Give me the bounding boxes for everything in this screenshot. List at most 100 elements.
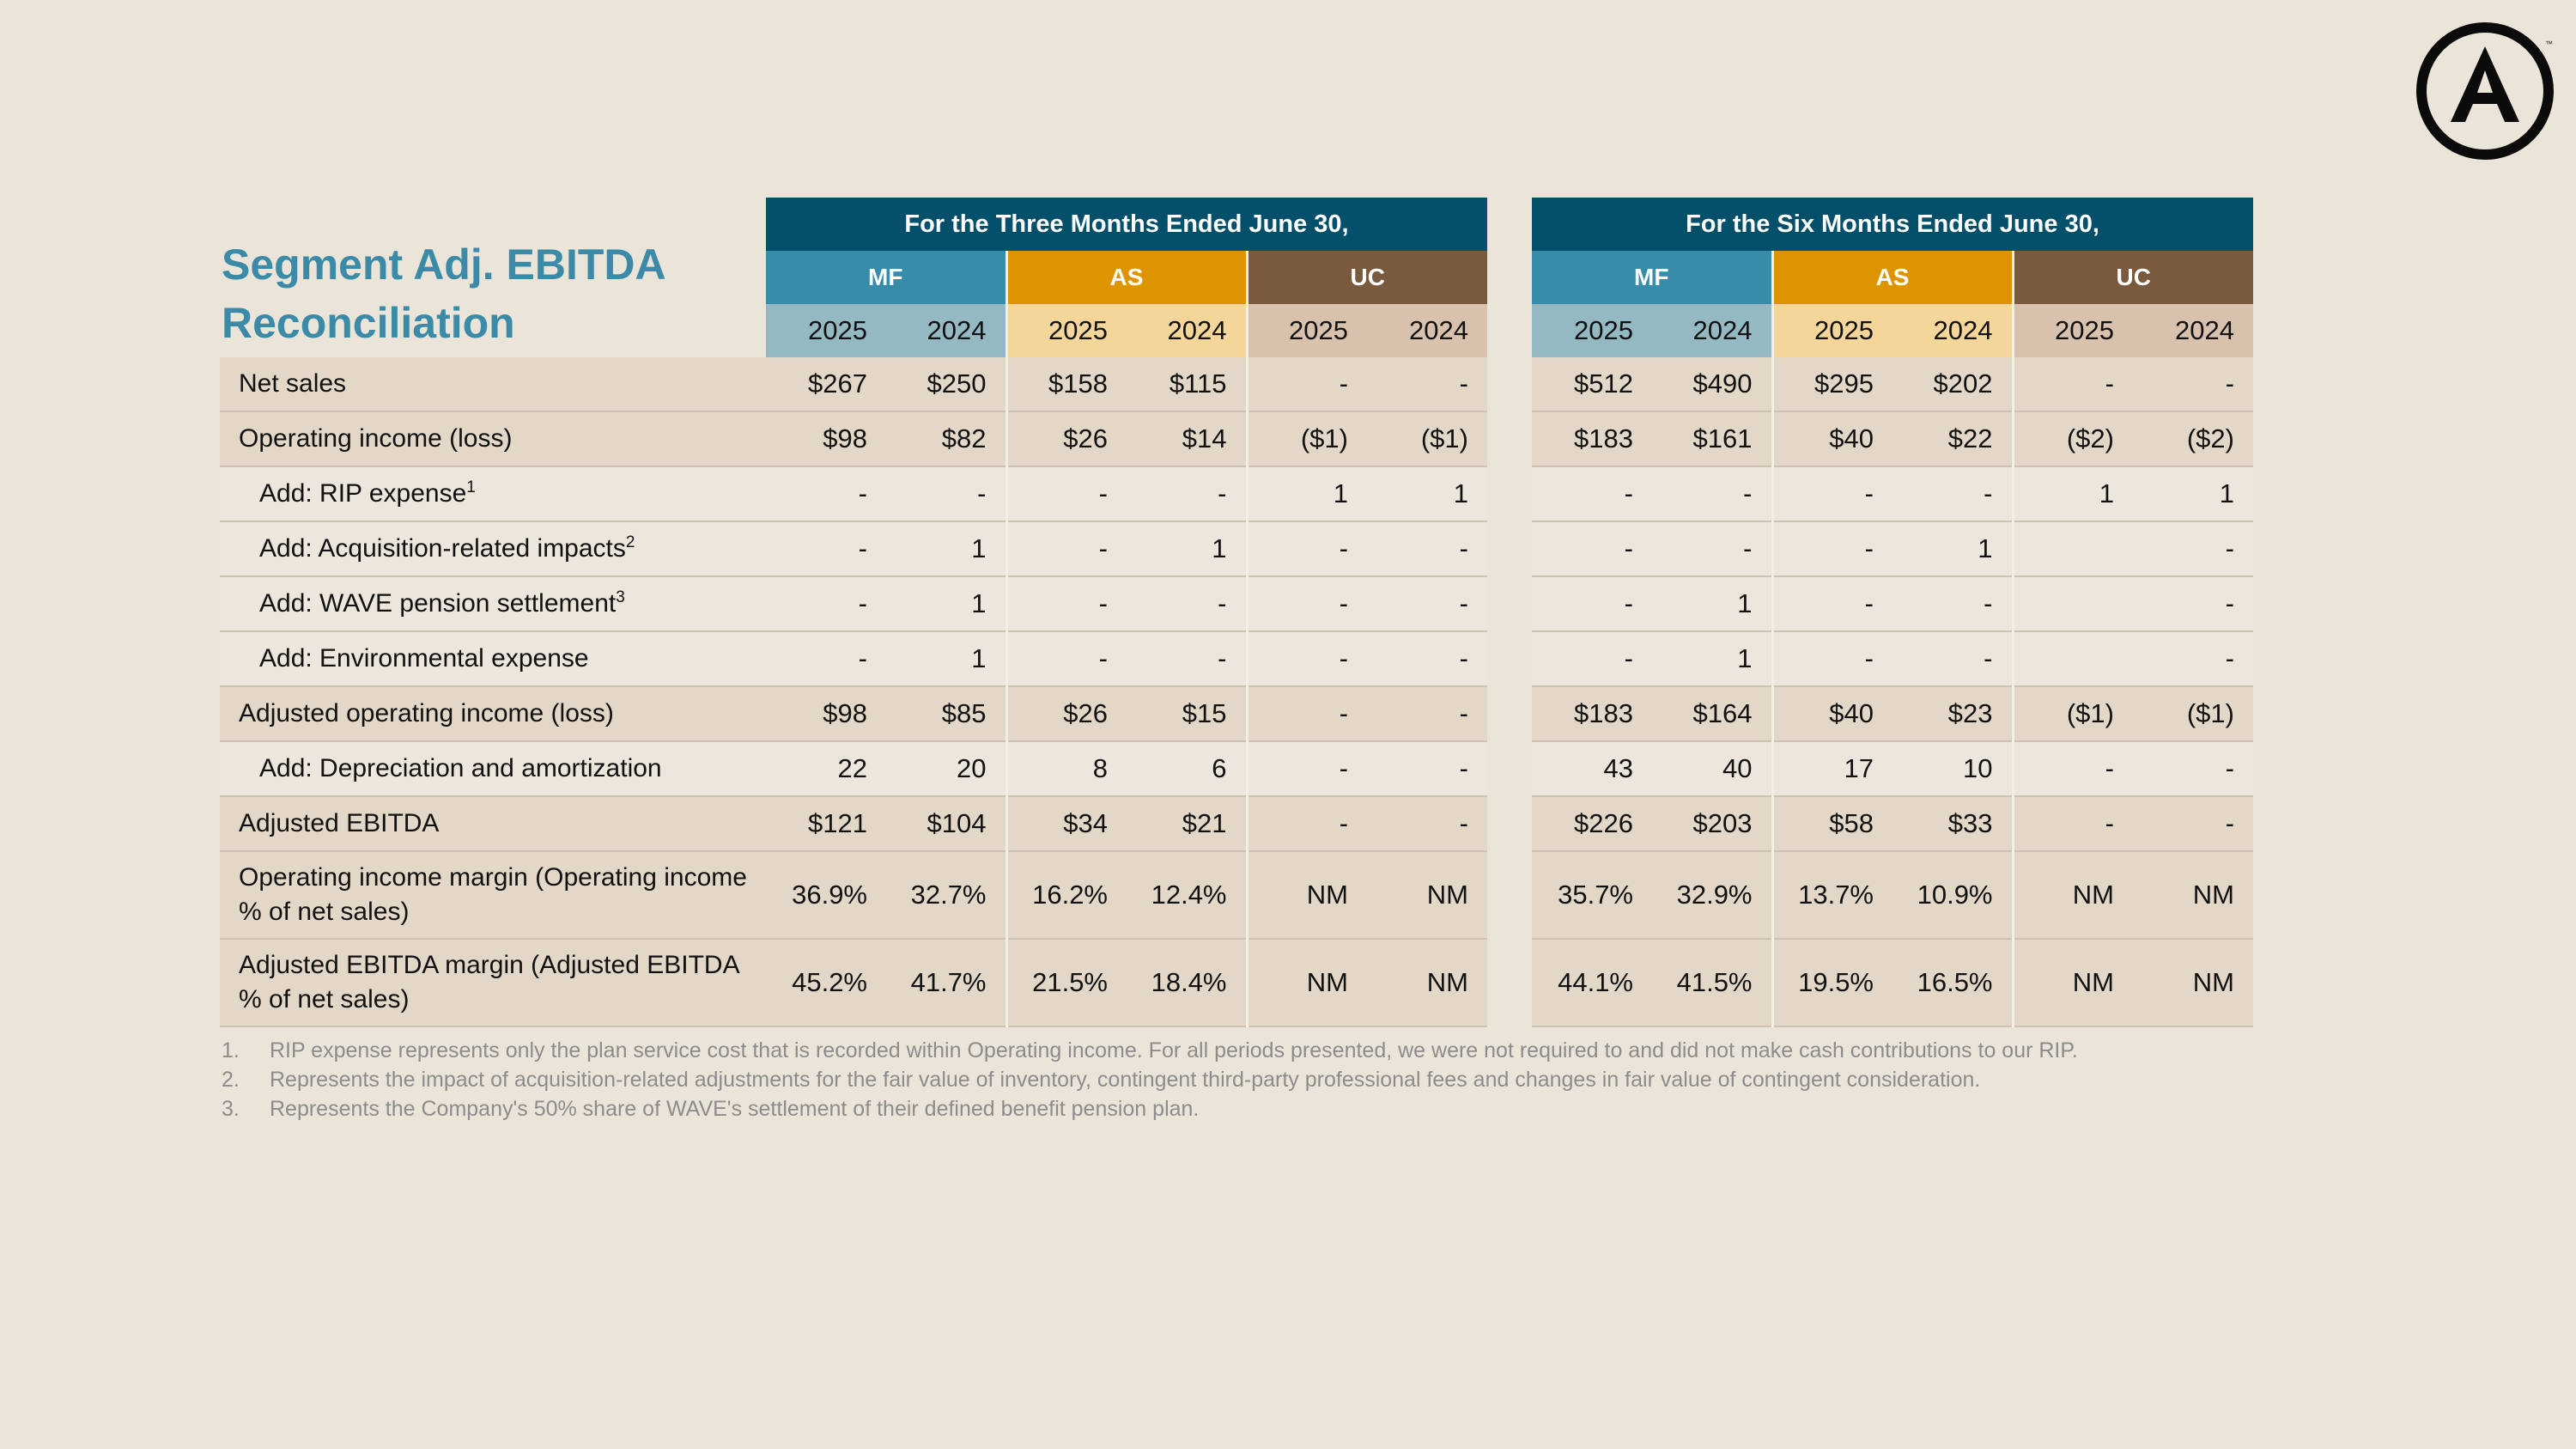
value-cell: ($2) [2133,411,2253,467]
value-cell: $98 [766,686,886,742]
value-cell: NM [1245,851,1367,940]
value-cell: 45.2% [766,939,886,1027]
value-cell: $14 [1127,411,1247,467]
segment-header-mf: MF [766,251,1006,304]
value-cell: $58 [1771,796,1893,852]
segment-header-as: AS [1005,251,1247,304]
value-cell: - [2133,631,2253,687]
value-cell: - [766,466,886,522]
value-cell: - [1245,686,1367,742]
value-cell: $40 [1771,411,1893,467]
value-cell: - [1245,631,1367,687]
value-cell: 1 [2133,466,2253,522]
value-cell: 1 [1127,521,1247,577]
value-cell: - [2133,576,2253,632]
value-cell: $82 [886,411,1006,467]
row-label: Operating income (loss) [220,411,766,467]
value-cell: $40 [1771,686,1893,742]
value-cell: - [1005,466,1127,522]
value-cell: - [2011,741,2133,797]
ebitda-reconciliation-table: For the Three Months Ended June 30, For … [220,198,2253,1027]
value-cell: 32.7% [886,851,1006,940]
year-header: 2025 [1005,304,1127,357]
row-label: Add: Environmental expense [220,631,766,687]
value-cell: - [1652,521,1772,577]
year-header: 2024 [886,304,1006,357]
value-cell: 21.5% [1005,939,1127,1027]
trademark-symbol: ™ [2545,40,2553,48]
column-gap [1487,741,1532,796]
value-cell: $158 [1005,357,1127,412]
value-cell: 1 [1893,521,2013,577]
value-cell: NM [1245,939,1367,1027]
table-row: Operating income margin (Operating incom… [220,851,2253,940]
value-cell: $104 [886,796,1006,852]
value-cell: $202 [1893,357,2013,412]
year-header: 2024 [1893,304,2013,357]
value-cell: 1 [886,631,1006,687]
value-cell: - [1367,521,1487,577]
footnote-ref: 2 [625,533,635,551]
value-cell: 8 [1005,741,1127,797]
segment-header-uc: UC [2011,251,2253,304]
value-cell: $161 [1652,411,1772,467]
value-cell: - [1127,466,1247,522]
value-cell: - [886,466,1006,522]
year-header: 2025 [766,304,886,357]
value-cell: - [1771,521,1893,577]
value-cell: - [1771,576,1893,632]
value-cell: 13.7% [1771,851,1893,940]
year-header: 2024 [2133,304,2253,357]
year-header: 2025 [2011,304,2133,357]
value-cell: 40 [1652,741,1772,797]
value-cell: - [1245,796,1367,852]
value-cell: 16.5% [1893,939,2013,1027]
value-cell: - [1005,576,1127,632]
value-cell [2011,576,2133,632]
value-cell: 10 [1893,741,2013,797]
value-cell: $26 [1005,411,1127,467]
table-row: Add: RIP expense1- - - -1 1- - - -1 1 [220,466,2253,522]
value-cell: ($1) [1245,411,1367,467]
value-cell: - [1367,686,1487,742]
value-cell: - [1245,576,1367,632]
table-row: Adjusted operating income (loss) $98 $85 $2… [220,686,2253,742]
table-row: Operating income (loss) $98 $82 $26 $14 ($1)(… [220,411,2253,467]
value-cell: - [766,631,886,687]
value-cell: NM [2011,851,2133,940]
column-gap [1487,631,1532,686]
value-cell: - [1771,631,1893,687]
year-header: 2025 [1532,304,1652,357]
value-cell: 17 [1771,741,1893,797]
column-gap [1487,521,1532,576]
value-cell: 1 [886,576,1006,632]
table-row: Add: Acquisition-related impacts2-1-1- - -… [220,521,2253,577]
value-cell: - [1652,466,1772,522]
value-cell: NM [1367,851,1487,940]
footnote-1: 1. RIP expense represents only the plan … [222,1038,2078,1062]
column-gap [1487,357,1532,411]
column-gap [1487,939,1532,1026]
value-cell: ($1) [1367,411,1487,467]
value-cell: 22 [766,741,886,797]
value-cell: $226 [1532,796,1652,852]
value-cell: $23 [1893,686,2013,742]
footnote-ref: 3 [616,588,625,606]
value-cell: 32.9% [1652,851,1772,940]
value-cell: $15 [1127,686,1247,742]
value-cell: $26 [1005,686,1127,742]
value-cell: 1 [1367,466,1487,522]
table-row: Net sales $267 $250 $158 $115- - $512 $490 $295 $… [220,357,2253,412]
value-cell: $183 [1532,686,1652,742]
value-cell: 35.7% [1532,851,1652,940]
value-cell: $98 [766,411,886,467]
value-cell [2011,521,2133,577]
value-cell: $21 [1127,796,1247,852]
value-cell: - [1532,466,1652,522]
value-cell: - [2133,357,2253,412]
table-row: Add: WAVE pension settlement3-1- - - - -1- - - [220,576,2253,632]
page-title: Segment Adj. EBITDA Reconciliation [222,240,665,347]
row-label: Add: Depreciation and amortization [220,741,766,797]
value-cell: - [1127,631,1247,687]
value-cell: - [1893,466,2013,522]
